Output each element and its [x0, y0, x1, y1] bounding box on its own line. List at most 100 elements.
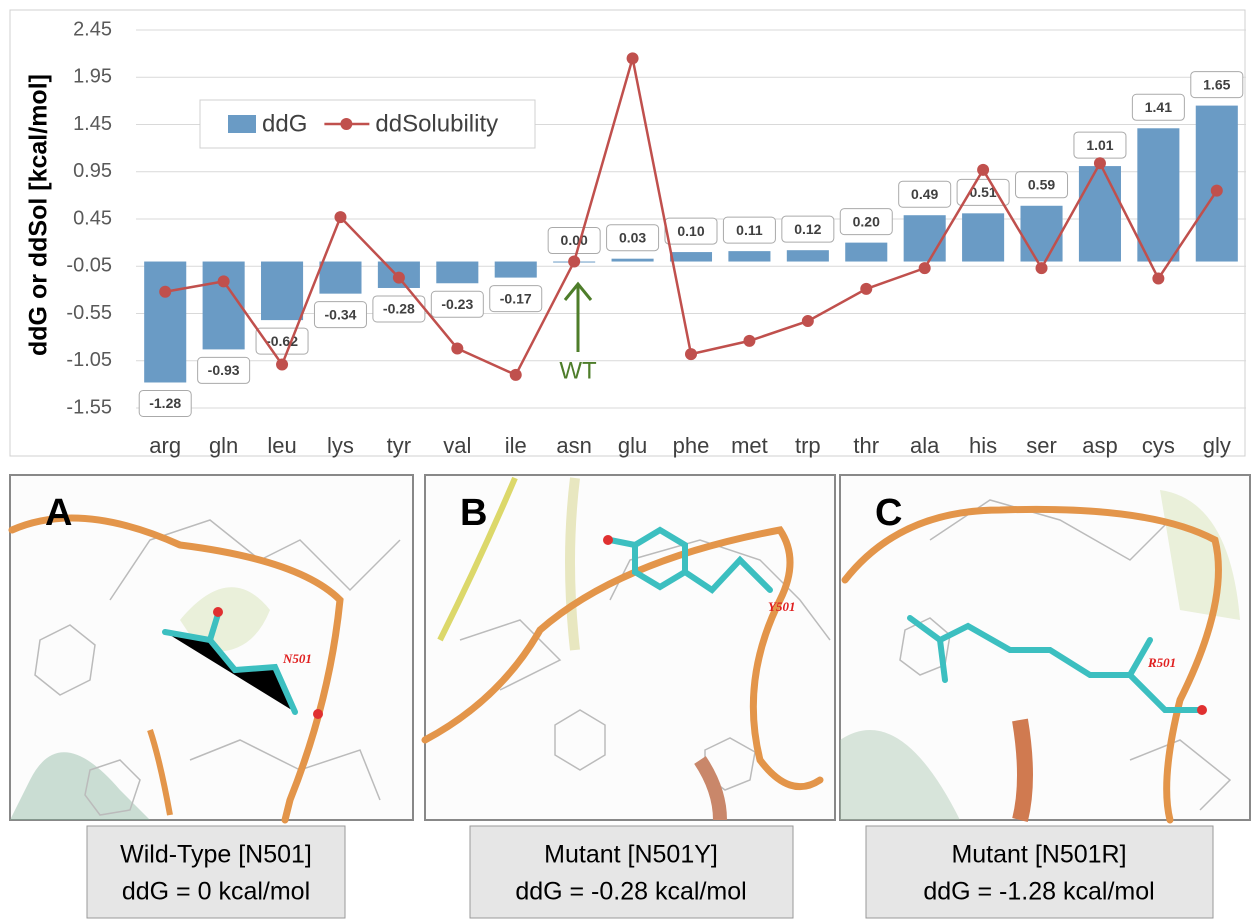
- value-label-box: [489, 285, 543, 313]
- point: [743, 334, 756, 347]
- point: [860, 282, 873, 295]
- value-label: 0.20: [853, 213, 880, 229]
- point: [568, 255, 581, 268]
- point: [801, 315, 814, 328]
- point: [1035, 262, 1048, 275]
- x-tick-label: val: [443, 433, 471, 458]
- legend-label: ddG: [262, 110, 307, 137]
- legend-label: ddSolubility: [375, 110, 498, 137]
- wt-arrowhead: [563, 281, 593, 301]
- sheet: [437, 476, 518, 642]
- panel-c: C R501: [839, 474, 1251, 824]
- caption: ddG = -0.28 kcal/mol: [515, 878, 746, 906]
- x-tick-label: glu: [618, 433, 647, 458]
- value-label-box: [722, 216, 776, 244]
- value-label: -0.17: [500, 290, 532, 306]
- value-label: -0.34: [325, 306, 357, 322]
- caption-box: [865, 825, 1214, 919]
- backbone-ribbon: [694, 756, 727, 821]
- x-tick-label: asn: [556, 433, 591, 458]
- residue-sticks: [907, 615, 1203, 713]
- caption: ddG = -1.28 kcal/mol: [923, 878, 1154, 906]
- value-label-box: [898, 180, 952, 208]
- value-label: 1.41: [1145, 99, 1172, 115]
- value-label-box: [781, 215, 835, 243]
- bar: [728, 251, 771, 262]
- caption: Wild-Type [N501]: [120, 841, 312, 869]
- y-tick-label: 0.45: [73, 207, 112, 229]
- point: [334, 211, 347, 224]
- x-tick-label: cys: [1142, 433, 1175, 458]
- legend-swatch: [340, 118, 353, 130]
- value-label-box: [430, 290, 484, 318]
- point: [392, 271, 405, 284]
- bar: [611, 258, 654, 262]
- bar: [261, 261, 304, 321]
- value-label: 0.49: [911, 186, 938, 202]
- panel-letter: A: [45, 492, 72, 534]
- value-label: -0.28: [383, 301, 415, 317]
- value-label: 0.12: [794, 221, 821, 237]
- sheet: [840, 730, 960, 820]
- legend-swatch: [228, 115, 256, 133]
- x-tick-label: met: [731, 433, 768, 458]
- caption: Mutant [N501R]: [951, 841, 1126, 869]
- bar: [1195, 105, 1238, 262]
- atom: [313, 709, 323, 719]
- value-label: 1.01: [1086, 137, 1113, 153]
- residue-label: Y501: [768, 599, 795, 614]
- backbone-ribbon: [1012, 718, 1033, 822]
- value-label-box: [1190, 71, 1244, 99]
- caption: ddG = 0 kcal/mol: [122, 878, 310, 906]
- y-axis-title: ddG or ddSol [kcal/mol]: [25, 74, 53, 356]
- point: [1210, 184, 1223, 197]
- x-tick-label: gly: [1203, 433, 1231, 458]
- bar: [1020, 205, 1063, 262]
- atom: [213, 607, 223, 617]
- x-tick-label: ile: [505, 433, 527, 458]
- value-label-box: [313, 301, 367, 329]
- value-label-box: [1015, 171, 1069, 199]
- bar: [202, 261, 245, 350]
- wt-annotation: WT: [559, 281, 597, 384]
- bar: [962, 213, 1005, 262]
- y-tick-label: 2.45: [73, 18, 112, 40]
- y-tick-label: -1.55: [66, 396, 112, 418]
- caption-box: [86, 825, 346, 919]
- backbone-ribbon: [421, 526, 824, 791]
- panel-a: A N501: [8, 474, 414, 824]
- x-tick-label: tyr: [387, 433, 411, 458]
- point: [685, 348, 697, 361]
- residue-label: R501: [1147, 655, 1176, 670]
- bar: [319, 261, 362, 294]
- sheet: [180, 587, 270, 652]
- panel-letter: B: [460, 492, 487, 534]
- panel-letter: C: [875, 492, 902, 534]
- value-label: -1.28: [149, 395, 181, 411]
- point: [626, 52, 639, 65]
- chart: 2.45 1.95 1.45 0.95 0.45 -0.05 -0.55 -1.05 -1.55…: [66, 18, 1246, 458]
- value-label: 0.11: [736, 222, 763, 238]
- value-label: 0.00: [561, 232, 588, 248]
- x-tick-label: leu: [267, 433, 296, 458]
- value-label-box: [664, 217, 718, 245]
- bar: [669, 252, 713, 262]
- value-label: 1.65: [1203, 76, 1230, 92]
- value-label-box: [1131, 93, 1185, 121]
- atom: [603, 535, 613, 545]
- value-label-box: [606, 224, 660, 252]
- panel-b: B Y501: [421, 474, 836, 821]
- y-tick-label: -1.05: [66, 349, 112, 371]
- bar: [1078, 166, 1121, 262]
- bar: [494, 261, 537, 278]
- point: [509, 368, 522, 381]
- value-label: 0.59: [1028, 176, 1055, 192]
- wt-label: WT: [559, 357, 597, 384]
- point: [977, 163, 990, 176]
- value-labels: -1.28-0.93-0.62-0.34 -0.28 -0.23 -0.170.00 0…: [138, 71, 1244, 417]
- point: [1152, 272, 1165, 285]
- value-label: 0.10: [677, 223, 704, 239]
- value-label: -0.93: [208, 362, 240, 378]
- y-tick-label: -0.05: [66, 255, 112, 277]
